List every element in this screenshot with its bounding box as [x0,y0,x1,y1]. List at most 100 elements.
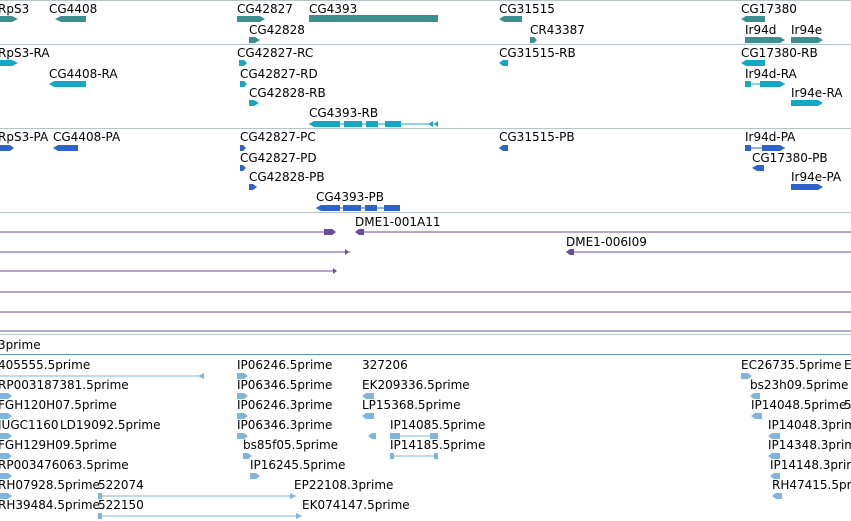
gene-label[interactable]: CG42827 [237,2,293,16]
protein-label[interactable]: CG17380-PB [752,151,828,165]
transcript-feature[interactable] [499,60,508,66]
gene-label[interactable]: CG42828 [249,23,305,37]
transcript-label[interactable]: CG31515-RB [499,46,576,60]
clone-feature[interactable] [355,229,851,235]
gene-label[interactable]: CG31515 [499,2,555,16]
est-feature[interactable] [243,453,252,459]
est-feature[interactable] [98,513,302,519]
clone-label[interactable]: DME1-001A11 [355,215,441,229]
clone-feature[interactable] [566,249,851,255]
clone-track[interactable]: DME1-001A11 DME1-006I09 [0,215,851,332]
protein-label[interactable]: CG4408-PA [53,130,121,144]
gene-feature[interactable] [55,16,86,22]
protein-label[interactable]: Ir94d-PA [745,130,796,144]
est-feature[interactable] [98,493,296,499]
gene-feature[interactable] [791,37,823,43]
gene-label[interactable]: Ir94e [791,23,822,37]
transcript-label[interactable]: RpS3-RA [0,46,50,60]
protein-track[interactable]: RpS3-PA CG4408-PA CG42827-PC CG42827-PD … [0,130,842,211]
protein-label[interactable]: RpS3-PA [0,130,49,144]
est-label[interactable]: IP06346.3prime [237,418,332,432]
gene-label[interactable]: CG4408 [49,2,97,16]
est-feature[interactable] [0,493,12,499]
protein-label[interactable]: CG42828-PB [249,170,325,184]
protein-feature[interactable] [0,145,14,151]
est-feature[interactable] [0,373,204,379]
est-feature[interactable] [0,453,12,459]
transcript-feature[interactable] [309,121,438,127]
protein-feature[interactable] [499,145,508,151]
est-label[interactable]: IP14048.3prime [768,418,851,432]
est-feature[interactable] [237,413,248,419]
protein-label[interactable]: CG42827-PD [240,151,317,165]
est-feature[interactable] [750,393,760,399]
protein-label[interactable]: CG31515-PB [499,130,575,144]
est-label[interactable]: IP14148.3prime [770,458,851,472]
transcript-label[interactable]: CG17380-RB [741,46,818,60]
est-label[interactable]: bs23h09.5prime [750,378,848,392]
est-label[interactable]: bs85f05.5prime [243,438,338,452]
est-feature[interactable] [237,393,248,399]
clone-feature[interactable] [0,249,350,255]
est-label[interactable]: 405555.5prime [0,358,90,372]
est-label[interactable]: 327206 [362,358,408,372]
protein-feature[interactable] [240,165,246,171]
transcript-label[interactable]: CG4408-RA [49,67,118,81]
est-label[interactable]: IP14348.3prime [768,438,851,452]
protein-label[interactable]: Ir94e-PA [791,170,842,184]
est-feature[interactable] [362,393,374,399]
transcript-track[interactable]: RpS3-RA CG4408-RA CG42827-RC CG42827-RD … [0,46,843,127]
protein-label[interactable]: CG4393-PB [316,190,384,204]
est-track[interactable]: 3prime 405555.5prime RP003187381.5prime … [0,338,851,519]
gene-feature[interactable] [0,16,18,22]
protein-feature[interactable] [745,145,785,151]
est-feature[interactable] [237,433,248,439]
est-label[interactable]: RH39484.5prime [0,498,100,512]
protein-label[interactable]: CG42827-PC [240,130,316,144]
est-label[interactable]: LD19092.5prime [60,418,161,432]
gene-feature[interactable] [530,37,537,43]
est-label[interactable]: EK074147.5prime [302,498,410,512]
est-label[interactable]: LP15368.5prime [362,398,461,412]
transcript-feature[interactable] [745,81,785,87]
gene-label[interactable]: CG4393 [309,2,357,16]
gene-feature[interactable] [741,16,765,22]
est-feature[interactable] [0,413,12,419]
transcript-feature[interactable] [741,60,765,66]
gene-feature[interactable] [237,16,265,22]
est-label[interactable]: RP003187381.5prime [0,378,129,392]
gene-label[interactable]: RpS3 [0,2,29,16]
transcript-feature[interactable] [0,60,18,66]
protein-feature[interactable] [240,145,246,151]
est-label[interactable]: 5 [844,398,851,412]
gene-feature[interactable] [249,37,260,43]
protein-feature[interactable] [752,165,764,171]
est-feature[interactable] [250,473,260,479]
est-feature[interactable] [390,433,438,439]
gene-feature[interactable] [309,15,438,22]
transcript-label[interactable]: Ir94e-RA [791,86,843,100]
est-label[interactable]: RH47415.5prime [772,478,851,492]
est-label[interactable]: IP06246.3prime [237,398,332,412]
transcript-label[interactable]: CG42828-RB [249,86,326,100]
transcript-feature[interactable] [249,100,259,106]
est-label[interactable]: E [844,358,851,372]
est-feature[interactable] [768,433,780,439]
est-label[interactable]: EK209336.5prime [362,378,470,392]
est-label[interactable]: FGH129H09.5prime [0,438,117,452]
est-label[interactable]: IP14048.5prime [751,398,846,412]
est-feature[interactable] [768,453,780,459]
gene-label[interactable]: CG17380 [741,2,797,16]
clone-label[interactable]: DME1-006I09 [566,235,647,249]
gene-label[interactable]: Ir94d [745,23,776,37]
est-label[interactable]: EP22108.3prime [294,478,393,492]
est-label[interactable]: EC26735.5prime [741,358,842,372]
gene-feature[interactable] [499,16,522,22]
protein-feature[interactable] [249,184,257,190]
clone-feature[interactable] [0,229,336,235]
est-feature[interactable] [237,373,248,379]
transcript-feature[interactable] [239,60,247,66]
est-feature[interactable] [741,373,752,379]
est-label[interactable]: RH07928.5prime [0,478,100,492]
gene-feature[interactable] [745,37,785,43]
